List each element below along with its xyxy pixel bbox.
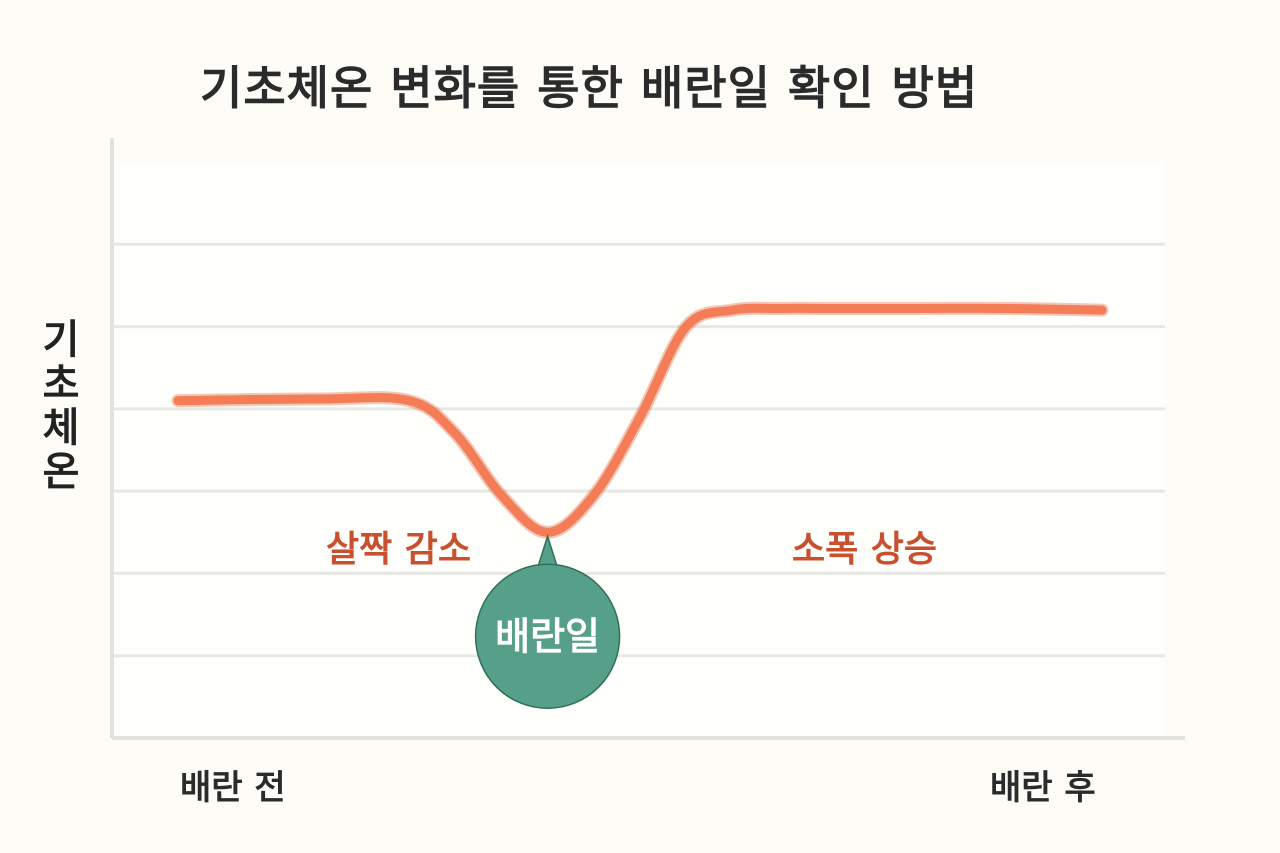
chart-title: 기초체온 변화를 통한 배란일 확인 방법 [200, 61, 979, 115]
x-tick-label-after: 배란 후 [990, 768, 1096, 808]
annotation-decrease: 살짝 감소 [326, 529, 472, 570]
y-axis-label: 기초체온 [34, 318, 80, 494]
annotation-increase: 소폭 상승 [792, 529, 938, 570]
x-tick-label-before: 배란 전 [180, 768, 286, 808]
series-line [173, 303, 1107, 537]
plot-background [112, 162, 1165, 738]
ovulation-marker-label: 배란일 [495, 614, 600, 658]
ovulation-marker-bubble [474, 563, 621, 710]
